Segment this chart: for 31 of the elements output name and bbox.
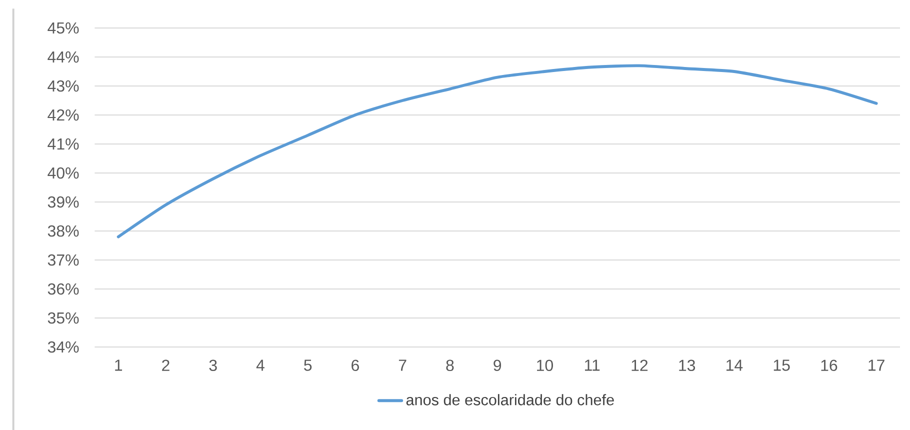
y-tick-label: 37% xyxy=(48,254,79,266)
x-tick-label: 12 xyxy=(632,360,648,371)
y-tick-label: 40% xyxy=(48,167,79,179)
y-tick-label: 39% xyxy=(48,196,79,208)
y-tick-label: 38% xyxy=(48,225,79,237)
x-tick-label: 15 xyxy=(774,360,790,371)
x-tick-label: 16 xyxy=(821,360,838,372)
x-tick-label: 5 xyxy=(304,360,312,371)
y-tick-label: 35% xyxy=(48,312,79,324)
y-tick-label: 34% xyxy=(48,341,79,353)
x-tick-label: 8 xyxy=(446,360,454,372)
x-tick-label: 13 xyxy=(679,360,696,372)
legend-label: anos de escolaridade do chefe xyxy=(406,394,614,406)
y-tick-label: 41% xyxy=(48,138,79,150)
x-tick-label: 7 xyxy=(398,360,406,371)
x-tick-label: 2 xyxy=(162,360,170,371)
x-tick-label: 6 xyxy=(352,360,359,372)
x-tick-label: 1 xyxy=(115,360,122,371)
y-tick-label: 44% xyxy=(48,51,79,63)
x-tick-label: 17 xyxy=(868,360,884,371)
x-tick-label: 11 xyxy=(584,360,600,371)
x-tick-label: 9 xyxy=(494,360,502,372)
y-tick-label: 36% xyxy=(48,283,79,295)
x-tick-label: 14 xyxy=(726,360,743,371)
x-tick-label: 10 xyxy=(537,360,553,372)
y-tick-label: 43% xyxy=(48,80,79,92)
line-series xyxy=(116,64,878,238)
x-tick-label: 3 xyxy=(209,360,217,372)
x-tick-label: 4 xyxy=(256,360,264,371)
y-tick-label: 45% xyxy=(48,22,79,34)
y-tick-label: 42% xyxy=(48,109,79,121)
